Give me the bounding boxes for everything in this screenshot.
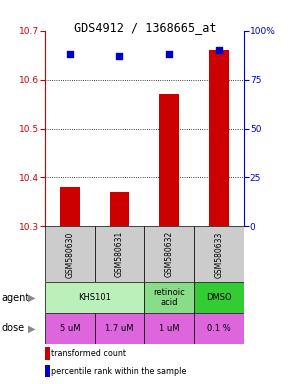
Bar xyxy=(110,192,129,227)
Text: 1 uM: 1 uM xyxy=(159,324,179,333)
Point xyxy=(216,47,221,53)
Text: transformed count: transformed count xyxy=(52,349,126,358)
Text: GSM580631: GSM580631 xyxy=(115,231,124,278)
FancyBboxPatch shape xyxy=(144,282,194,313)
FancyBboxPatch shape xyxy=(144,313,194,344)
Bar xyxy=(60,187,80,227)
Point xyxy=(167,51,171,57)
Text: ▶: ▶ xyxy=(28,323,36,333)
Text: GSM580632: GSM580632 xyxy=(165,231,174,278)
FancyBboxPatch shape xyxy=(194,282,244,313)
FancyBboxPatch shape xyxy=(95,227,144,282)
Text: 0.1 %: 0.1 % xyxy=(207,324,231,333)
Text: percentile rank within the sample: percentile rank within the sample xyxy=(52,367,187,376)
Bar xyxy=(209,50,229,227)
Text: agent: agent xyxy=(1,293,30,303)
FancyBboxPatch shape xyxy=(95,313,144,344)
Text: dose: dose xyxy=(1,323,25,333)
FancyBboxPatch shape xyxy=(144,227,194,282)
Text: DMSO: DMSO xyxy=(206,293,232,302)
Text: GSM580630: GSM580630 xyxy=(65,231,74,278)
Text: KHS101: KHS101 xyxy=(78,293,111,302)
FancyBboxPatch shape xyxy=(45,313,95,344)
Text: retinoic
acid: retinoic acid xyxy=(153,288,185,307)
Bar xyxy=(159,94,179,227)
Point xyxy=(68,51,72,57)
FancyBboxPatch shape xyxy=(45,227,95,282)
Text: 1.7 uM: 1.7 uM xyxy=(105,324,134,333)
Point xyxy=(117,53,122,59)
Text: ▶: ▶ xyxy=(28,293,36,303)
FancyBboxPatch shape xyxy=(45,282,144,313)
Text: GDS4912 / 1368665_at: GDS4912 / 1368665_at xyxy=(74,21,216,34)
Text: GSM580633: GSM580633 xyxy=(214,231,223,278)
FancyBboxPatch shape xyxy=(194,313,244,344)
Text: 5 uM: 5 uM xyxy=(59,324,80,333)
FancyBboxPatch shape xyxy=(194,227,244,282)
